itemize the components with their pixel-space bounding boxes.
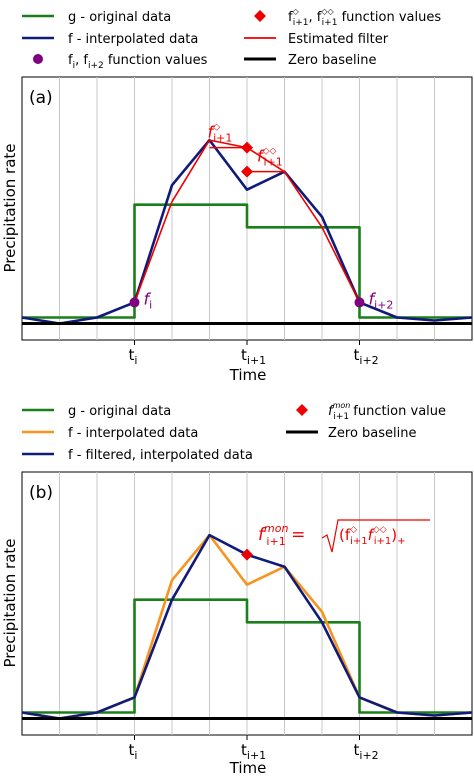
x-axis-title-b: Time: [229, 759, 267, 776]
legend-a-label-fdiamond: f◇ i+1, f◇◇ i+1 function values: [288, 7, 441, 28]
x-ticks-b: ti ti+1 ti+2: [129, 735, 379, 762]
tick-label: ti+1: [241, 346, 266, 367]
panel-b: g - original data f - interpolated data …: [1, 401, 473, 777]
x-axis-title-a: Time: [229, 366, 267, 384]
marker-label: f◇ i+1: [208, 123, 233, 145]
series-line-f-interpolated-data: [21, 138, 473, 325]
series-b: [21, 533, 473, 720]
legend-a-label-f: f - interpolated data: [68, 32, 198, 47]
grid-a: [59, 77, 435, 340]
legend-b: g - original data f - interpolated data …: [22, 401, 446, 463]
formula-lhs: fmon i+1 =: [258, 522, 305, 548]
legend-b-label-fmon: fmon i+1 function value: [328, 401, 446, 422]
marker-label: fi+2: [369, 289, 394, 311]
legend-a-label-fi: fi, fi+2 function values: [68, 53, 208, 71]
marker-label: fi: [144, 289, 153, 311]
tick-label: ti+1: [241, 741, 266, 762]
marker-point: [354, 297, 365, 308]
x-ticks-a: ti ti+1 ti+2: [129, 340, 379, 367]
tick-label: ti+2: [354, 741, 379, 762]
panel-label-a: (a): [29, 88, 53, 108]
legend-b-swatch-fmon: [296, 404, 308, 416]
legend-b-label-zero: Zero baseline: [328, 426, 417, 441]
formula-annotation: fmon i+1 = (f◇ i+1f◇◇ i+1)+: [258, 519, 430, 553]
markers-b: [241, 548, 253, 561]
legend-b-label-g: g - original data: [68, 404, 171, 419]
tick-label: ti: [129, 346, 138, 367]
marker-diamond: [241, 165, 253, 178]
marker-point: [129, 297, 140, 308]
tick-label: ti: [129, 741, 138, 762]
marker-label: f◇◇ i+1: [257, 147, 283, 169]
legend-a-label-filter: Estimated filter: [288, 32, 389, 47]
panel-label-b: (b): [29, 483, 53, 503]
legend-a-label-g: g - original data: [68, 10, 171, 25]
formula-rhs: (f◇ i+1f◇◇ i+1)+: [339, 525, 406, 547]
marker-diamond: [241, 548, 253, 561]
legend-a: g - original data f - interpolated data …: [22, 7, 441, 71]
legend-b-label-filtered: f - filtered, interpolated data: [68, 448, 253, 463]
legend-b-label-f: f - interpolated data: [68, 426, 198, 441]
legend-a-label-zero: Zero baseline: [288, 53, 377, 68]
y-axis-title-b: Precipitation rate: [1, 539, 19, 668]
y-axis-title-a: Precipitation rate: [1, 144, 19, 273]
panel-a: g - original data f - interpolated data …: [1, 7, 473, 384]
marker-diamond: [241, 141, 253, 154]
legend-a-swatch-fi: [33, 54, 43, 64]
legend-a-swatch-fdiamond: [254, 10, 266, 22]
markers-a: fi fi+2 f◇ i+1 f◇◇ i+1: [129, 123, 394, 311]
formula-sqrt-sign: [321, 519, 430, 553]
tick-label: ti+2: [354, 346, 379, 367]
